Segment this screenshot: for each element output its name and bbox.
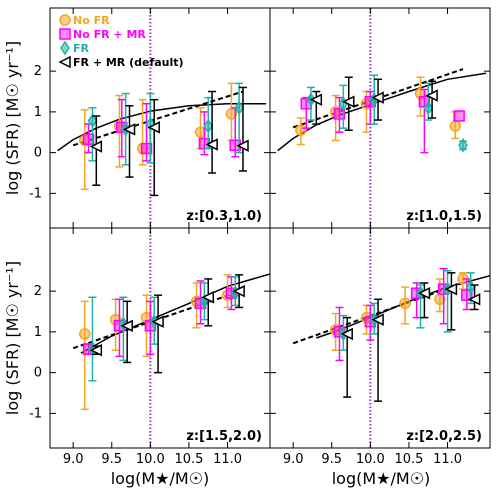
data-point-no_fr_mr [461,289,473,301]
y-tick-label: 0 [34,366,42,381]
solid-relation-curve [277,72,487,152]
data-point-fr [458,137,468,153]
panel-3: 9.0 9.5 10.0 10.5 11.0 -1 0 1 2 z:[1.5,2.0) [29,227,271,467]
data-point-fr_mr [417,286,431,300]
y-tick-label: 1 [34,105,42,120]
data-point-no_fr [295,124,307,136]
panel-content [57,8,267,228]
data-point-fr_mr [151,315,164,328]
data-point-fr [87,113,98,129]
data-point-fr_mr [444,282,458,296]
y-tick-label: -1 [29,186,42,201]
y-tick-label: -1 [29,406,42,421]
data-point-no_fr [449,120,462,132]
data-point-no_fr [194,126,207,139]
legend-marker-no_fr [59,14,71,26]
data-point-fr_mr [122,123,136,136]
legend-entry-no_fr: No FR [73,14,110,27]
x-tick-label: 11.0 [433,452,462,467]
panel-redshift-label: z:[1.0,1.5) [406,209,482,224]
data-point-fr_mr [309,93,323,106]
data-point-fr_mr [89,140,103,153]
y-tick-label: 2 [34,284,42,299]
plot-layer: -1 0 1 2 z:[0.3,1.0) z:[1.0,1.5) 9.0 9.5 10.0 10.… [29,7,491,467]
legend-marker-no_fr_mr [59,28,71,40]
data-point-fr_mr [120,319,133,332]
legend-marker-fr_mr [58,55,71,69]
x-tick-label: 9.5 [101,452,122,467]
data-point-fr_mr [89,344,103,357]
data-point-no_fr_mr [140,142,153,155]
data-point-no_fr_mr [333,108,346,120]
data-point-fr_mr [147,121,160,134]
panel-frame [269,227,491,449]
x-axis-label-right: log(M★/M☉) [332,469,431,488]
legend-marker-fr [60,40,70,56]
panel-1: -1 0 1 2 z:[0.3,1.0) [29,7,271,229]
data-point-fr [234,100,245,116]
x-tick-label: 10.0 [136,452,165,467]
data-point-fr_mr [371,91,384,104]
data-point-fr_mr [467,293,481,306]
data-point-fr [203,118,214,134]
data-point-fr_mr [425,89,438,102]
data-point-fr_mr [340,327,353,341]
data-point-no_fr [78,328,91,340]
panel-content [277,8,487,228]
panel-redshift-label: z:[0.3,1.0) [186,209,262,224]
data-point-no_fr_mr [453,110,465,122]
y-tick-label: 2 [34,64,42,79]
data-point-no_fr [225,108,238,120]
solid-relation-curve [57,102,267,152]
x-tick-label: 9.0 [283,452,304,467]
data-point-no_fr [399,297,411,310]
panel-redshift-label: z:[2.0,2.5) [406,429,482,444]
data-point-fr_mr [236,139,249,152]
x-tick-label: 10.5 [174,452,203,467]
data-point-fr_mr [342,95,355,108]
data-point-fr [338,96,349,112]
panel-2: z:[1.0,1.5) [269,7,491,229]
panel-redshift-label: z:[1.5,2.0) [186,429,262,444]
data-point-no_fr [78,134,91,147]
x-axis-label-left: log(M★/M☉) [111,469,210,488]
legend-entry-fr: FR [73,42,90,55]
y-axis-label-bottom: log (SFR) [M☉ yr⁻¹] [3,261,22,415]
panel-content [292,228,490,448]
y-tick-label: 1 [34,325,42,340]
data-point-no_fr_mr [82,133,95,145]
data-point-fr_mr [371,313,384,326]
x-tick-label: 10.5 [394,452,423,467]
panel-content [72,228,270,448]
x-tick-label: 10.0 [356,452,385,467]
data-point-fr_mr [201,291,214,304]
x-tick-label: 11.0 [213,452,242,467]
legend-entry-fr_mr: FR + MR (default) [73,56,184,69]
data-point-fr [423,100,434,116]
x-tick-label: 9.0 [63,452,84,467]
dashed-relation-line [72,90,244,147]
data-point-fr_mr [205,138,218,151]
panel-4: 9.0 9.5 10.0 10.5 11.0 z:[2.0,2.5) [269,227,491,467]
data-point-no_fr [109,313,122,326]
x-tick-label: 9.5 [321,452,342,467]
legend-entry-no_fr_mr: No FR + MR [73,28,146,41]
y-axis-label-top: log (SFR) [M☉ yr⁻¹] [3,41,22,195]
y-tick-label: 0 [34,146,42,161]
data-point-fr_mr [232,284,245,298]
